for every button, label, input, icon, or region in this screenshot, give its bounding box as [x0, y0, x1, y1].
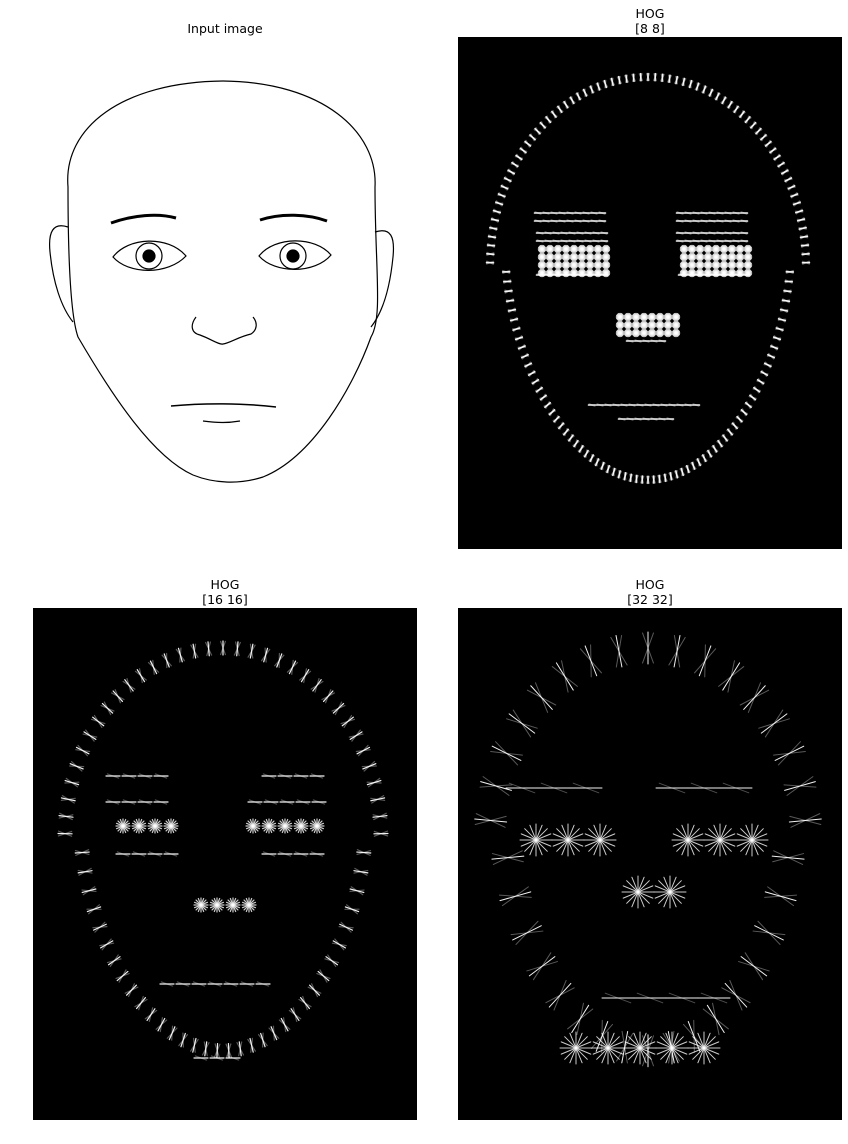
hog-8-panel: [458, 37, 842, 549]
hog-8-visualization: [458, 37, 842, 549]
hog-16-visualization: [33, 608, 417, 1120]
hog-16-title: HOG [16 16]: [33, 577, 417, 607]
input-image-title: Input image: [33, 21, 417, 36]
hog-32-panel: [458, 608, 842, 1120]
hog-32-title: HOG [32 32]: [458, 577, 842, 607]
hog-16-panel: [33, 608, 417, 1120]
face-drawing: [33, 37, 417, 549]
hog-8-title: HOG [8 8]: [458, 6, 842, 36]
hog-32-visualization: [458, 608, 842, 1120]
input-image-panel: [33, 37, 417, 549]
